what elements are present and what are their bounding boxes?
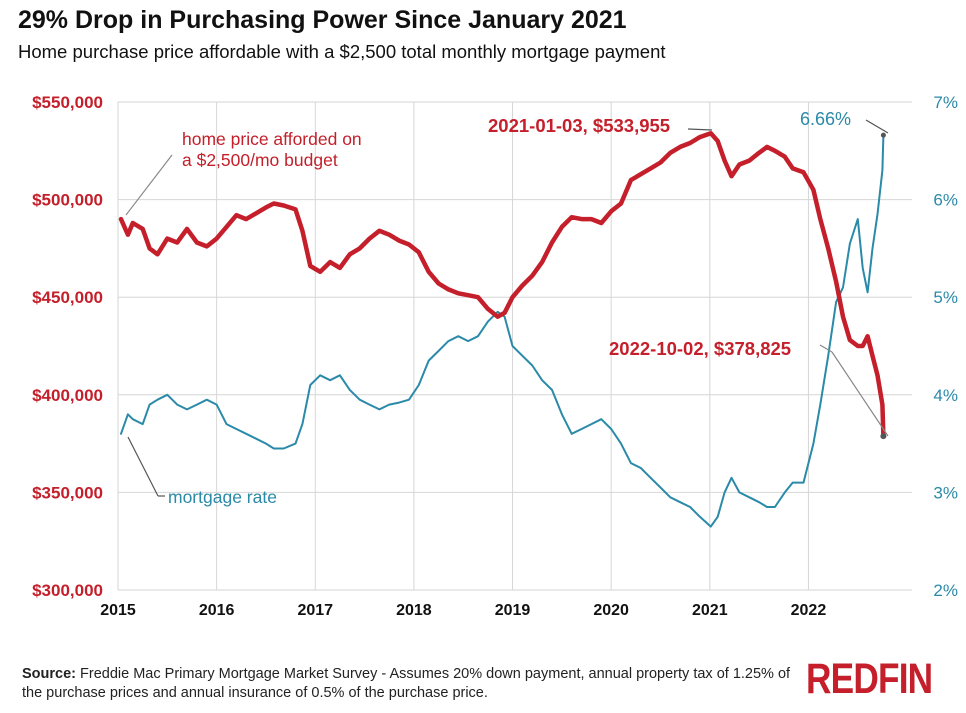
x-tick-label: 2020 — [593, 602, 629, 619]
left-axis-ticks: $300,000 $350,000 $400,000 $450,000 $500,000… — [32, 93, 103, 600]
series-lines — [118, 131, 887, 528]
chart-area: $300,000 $350,000 $400,000 $450,000 $500,000… — [32, 93, 958, 619]
x-tick-label: 2021 — [692, 602, 728, 619]
right-tick-label: 6% — [933, 191, 958, 210]
annotations: home price afforded on a $2,500/mo budge… — [125, 109, 889, 507]
x-tick-label: 2019 — [495, 602, 531, 619]
mortgage-rate-line — [120, 134, 885, 528]
x-axis-ticks: 2015 2016 2017 2018 2019 2020 2021 2022 — [100, 602, 826, 619]
x-tick-label: 2017 — [297, 602, 333, 619]
left-tick-label: $350,000 — [32, 483, 103, 502]
end-price-leader-b — [831, 351, 889, 437]
price-label-leader — [125, 154, 173, 216]
end-rate-label: 6.66% — [800, 109, 851, 129]
peak-label-leader — [687, 128, 713, 131]
left-tick-label: $450,000 — [32, 288, 103, 307]
right-tick-label: 5% — [933, 288, 958, 307]
right-tick-label: 3% — [933, 483, 958, 502]
source-text: Freddie Mac Primary Mortgage Market Surv… — [22, 666, 791, 701]
end-price-label: 2022-10-02, $378,825 — [609, 338, 791, 359]
right-tick-label: 2% — [933, 581, 958, 600]
rate-label: mortgage rate — [168, 487, 277, 507]
redfin-logo: REDFIN — [806, 655, 933, 703]
left-tick-label: $550,000 — [32, 93, 103, 112]
price-label-line-2: a $2,500/mo budget — [182, 150, 338, 170]
end-rate-leader — [865, 119, 889, 134]
rate-label-leader-a — [127, 436, 159, 497]
source-note: Source: Freddie Mac Primary Mortgage Mar… — [22, 665, 792, 703]
chart-title: 29% Drop in Purchasing Power Since Janua… — [18, 6, 627, 34]
grid-lines — [117, 101, 912, 591]
x-tick-label: 2015 — [100, 602, 136, 619]
left-tick-label: $300,000 — [32, 581, 103, 600]
left-tick-label: $500,000 — [32, 191, 103, 210]
x-tick-label: 2016 — [199, 602, 235, 619]
home-price-line — [118, 131, 886, 439]
peak-label: 2021-01-03, $533,955 — [488, 115, 670, 136]
right-axis-ticks: 2% 3% 4% 5% 6% 7% — [933, 93, 958, 600]
end-rate-dot — [880, 132, 886, 138]
end-price-dot — [880, 433, 887, 440]
source-label: Source: — [22, 666, 76, 682]
chart-subtitle: Home purchase price affordable with a $2… — [18, 41, 666, 62]
x-tick-label: 2018 — [396, 602, 432, 619]
right-tick-label: 7% — [933, 93, 958, 112]
end-price-leader-a — [819, 344, 833, 353]
price-label-line-1: home price afforded on — [182, 129, 362, 149]
x-tick-label: 2022 — [791, 602, 827, 619]
left-tick-label: $400,000 — [32, 386, 103, 405]
right-tick-label: 4% — [933, 386, 958, 405]
